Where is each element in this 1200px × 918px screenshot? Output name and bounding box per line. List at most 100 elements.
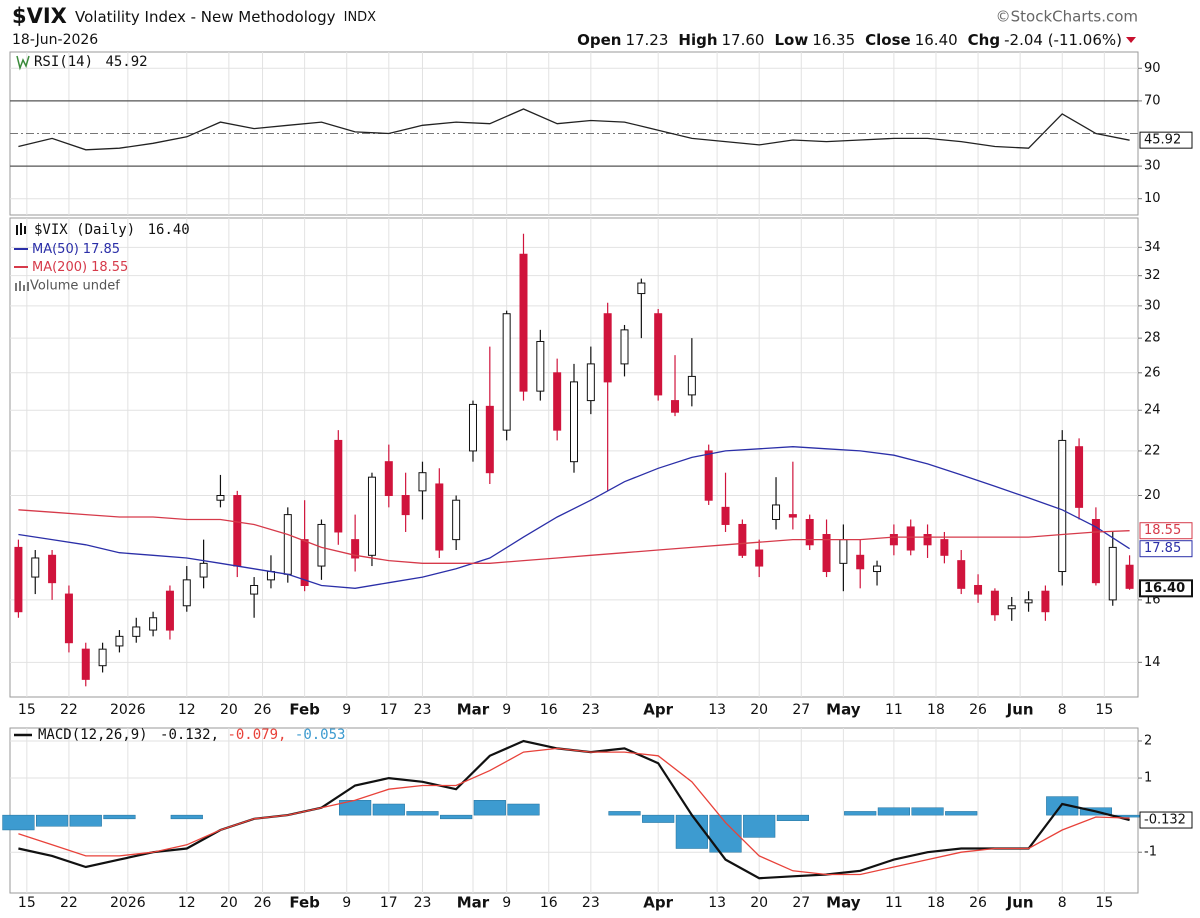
x-tick-label: 20 [750, 895, 768, 911]
candle-body [856, 554, 865, 570]
x-tick-label: 12 [178, 702, 196, 718]
candle-body [620, 329, 629, 365]
quote-value: 17.23 [625, 31, 668, 49]
candle-body [839, 539, 848, 564]
x-tick-label: 9 [342, 895, 351, 911]
candle-body [300, 539, 309, 586]
candle-body [738, 523, 747, 556]
candle-body [822, 534, 831, 573]
histogram-bar [1046, 796, 1079, 816]
legend-name: MA(200) [32, 260, 87, 275]
legend-separator: , [278, 727, 295, 743]
date: 18-Jun-2026 [12, 32, 98, 48]
candle-body [603, 313, 612, 383]
candle-body [990, 590, 999, 616]
y-tick-label: 10 [1144, 191, 1161, 206]
series-line [18, 509, 1130, 564]
candle-body [485, 405, 494, 474]
candle-body [1024, 599, 1033, 604]
candle-body [384, 461, 393, 497]
x-tick-label: 17 [380, 895, 398, 911]
x-tick-label: 27 [792, 895, 810, 911]
candle-body [81, 648, 90, 680]
x-tick-label: 9 [342, 702, 351, 718]
macd-name: MACD(12,26,9) [38, 727, 148, 743]
x-tick-label: 17 [380, 702, 398, 718]
candle-body [401, 495, 410, 516]
candle-body [266, 571, 275, 581]
y-tick-label: 34 [1144, 240, 1161, 255]
histogram-bar [844, 811, 877, 816]
panels [9, 51, 1142, 894]
candle-body [755, 549, 764, 567]
quote-label: Chg [968, 31, 1000, 49]
histogram-bar [69, 814, 102, 827]
y-tick-label: 90 [1144, 61, 1161, 76]
candle-body [721, 506, 730, 525]
quote-value: -2.04 (-11.06%) [1004, 31, 1122, 49]
price-icon [16, 223, 26, 235]
candle-body [923, 534, 932, 546]
quote: Open 17.23 High 17.60 Low 16.35 Close 16.40 Chg -… [577, 31, 1122, 49]
histogram-bar [507, 803, 540, 816]
x-tick-label: 15 [1095, 895, 1113, 911]
candle-body [502, 313, 511, 431]
candle-body [48, 554, 57, 584]
source: ©StockCharts.com [996, 8, 1138, 26]
value-tag: 45.92 [1144, 133, 1181, 148]
value-tag-box [1139, 540, 1193, 558]
candle-body [233, 495, 242, 567]
quote-label: High [678, 31, 717, 49]
candle-body [199, 562, 208, 578]
candle-body [586, 363, 595, 402]
histogram-bar [642, 814, 675, 823]
x-tick-label: 15 [18, 702, 36, 718]
quote-label: Close [865, 31, 911, 49]
change-arrow [1126, 37, 1136, 43]
x-tick-label: 20 [750, 702, 768, 718]
y-tick-label: 2 [1144, 733, 1152, 748]
panel-frame [9, 727, 1139, 894]
candle-body [132, 626, 141, 637]
rsi-legend: RSI(14) 45.92 [34, 54, 148, 70]
quote-label: Low [774, 31, 808, 49]
symbol: $VIX [12, 4, 67, 28]
candle-body [772, 504, 781, 521]
value-tag-box [1139, 131, 1193, 149]
candle-body [452, 499, 461, 541]
y-tick-label: 1 [1144, 771, 1152, 786]
exchange: INDX [344, 10, 377, 25]
candle-body [14, 546, 23, 613]
candle-body [1007, 605, 1016, 610]
candle-body [536, 340, 545, 392]
price-name: $VIX (Daily) [34, 222, 135, 238]
candle-body [788, 514, 797, 518]
y-tick-label: 28 [1144, 331, 1161, 346]
y-tick-label: 70 [1144, 93, 1161, 108]
y-tick-label: 20 [1144, 488, 1161, 503]
x-tick-label: 27 [792, 702, 810, 718]
x-tick-label: 11 [885, 702, 903, 718]
candle-body [637, 282, 646, 295]
candle-body [334, 439, 343, 533]
x-tick-label: 26 [969, 895, 987, 911]
candle-body [671, 400, 680, 413]
quote-label: Open [577, 31, 621, 49]
candle-body [418, 472, 427, 492]
x-tick-label: 8 [1058, 702, 1067, 718]
histogram-bar [36, 814, 69, 827]
candle-body [165, 590, 174, 631]
value-tag-box [1139, 811, 1193, 829]
histogram-bar [372, 803, 405, 816]
histogram-bar [945, 811, 978, 816]
series-line [18, 446, 1130, 589]
x-tick-label: 22 [60, 702, 78, 718]
quote-value: 16.35 [812, 31, 855, 49]
y-tick-label: 30 [1144, 159, 1161, 174]
x-tick-label: 18 [927, 895, 945, 911]
histogram-bar [743, 814, 776, 838]
price-value: 16.40 [148, 222, 190, 238]
candle-body [687, 375, 696, 396]
candle-body [1041, 590, 1050, 613]
